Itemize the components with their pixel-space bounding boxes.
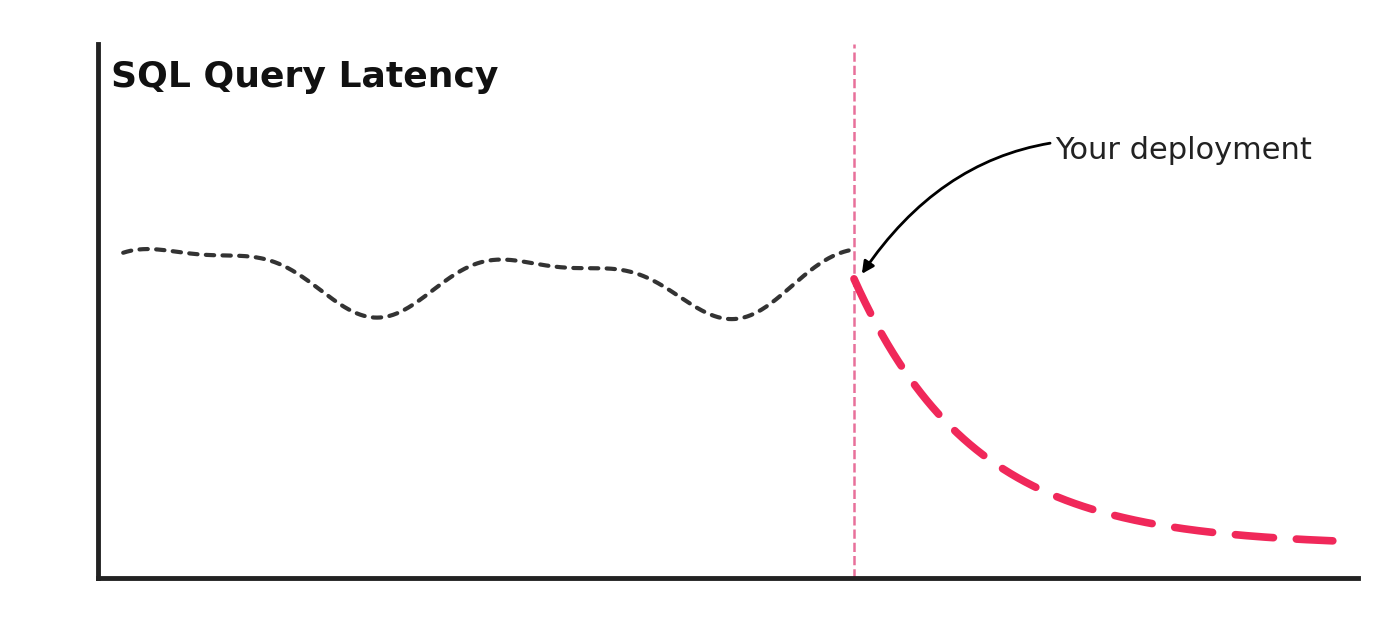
Text: SQL Query Latency: SQL Query Latency [111,60,498,94]
Text: Your deployment: Your deployment [864,136,1312,271]
